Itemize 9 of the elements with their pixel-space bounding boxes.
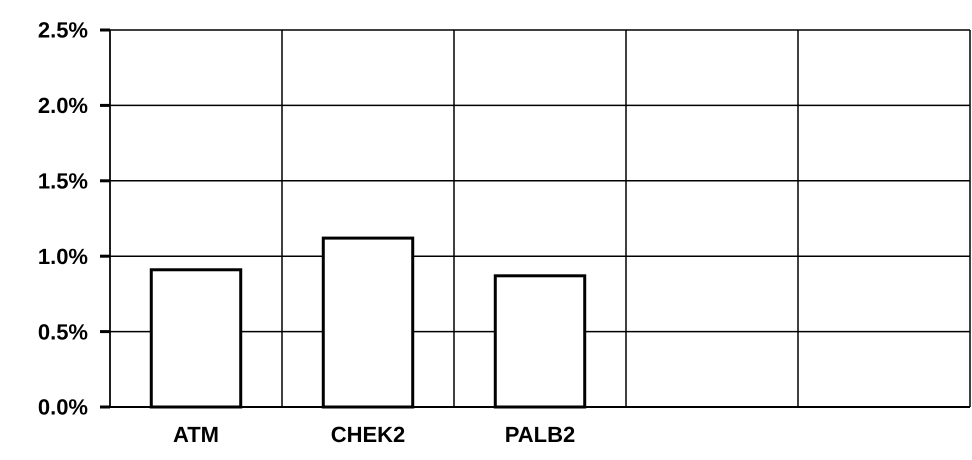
x-tick-label: CHEK2 [330,422,406,447]
y-tick-label: 0.5% [38,319,88,344]
y-tick-label: 0.0% [38,394,88,420]
y-tick-label: 2.0% [38,93,88,118]
x-tick-label: ATM [172,422,220,447]
y-tick-label: 2.5% [38,18,88,43]
y-tick-label: 1.0% [38,244,88,269]
y-tick-label: 1.5% [38,168,88,194]
x-tick-label: PALB2 [504,422,576,447]
